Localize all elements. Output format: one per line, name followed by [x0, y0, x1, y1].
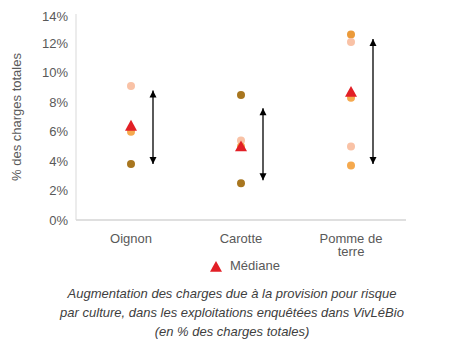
html-text:(en % des charges totales): (en % des charges totales): [154, 324, 310, 339]
svg-text:2%: 2%: [49, 183, 68, 198]
html-text:Augmentation des charges due à: Augmentation des charges due à la provis…: [67, 286, 397, 301]
svg-text:Carotte: Carotte: [220, 231, 263, 246]
svg-text:10%: 10%: [42, 65, 68, 80]
svg-text:12%: 12%: [42, 36, 68, 51]
svg-text:Oignon: Oignon: [110, 231, 152, 246]
svg-text:6%: 6%: [49, 124, 68, 139]
svg-text:4%: 4%: [49, 154, 68, 169]
svg-text:0%: 0%: [49, 213, 68, 228]
svg-text:8%: 8%: [49, 95, 68, 110]
svg-text:% des charges totales: % des charges totales: [9, 53, 24, 181]
svg-text:Pomme deterre: Pomme deterre: [320, 231, 383, 258]
svg-text:14%: 14%: [42, 9, 68, 24]
html-text:Médiane: Médiane: [230, 258, 280, 273]
html-text:par culture, dans les exploita: par culture, dans les exploitations enqu…: [60, 305, 404, 320]
